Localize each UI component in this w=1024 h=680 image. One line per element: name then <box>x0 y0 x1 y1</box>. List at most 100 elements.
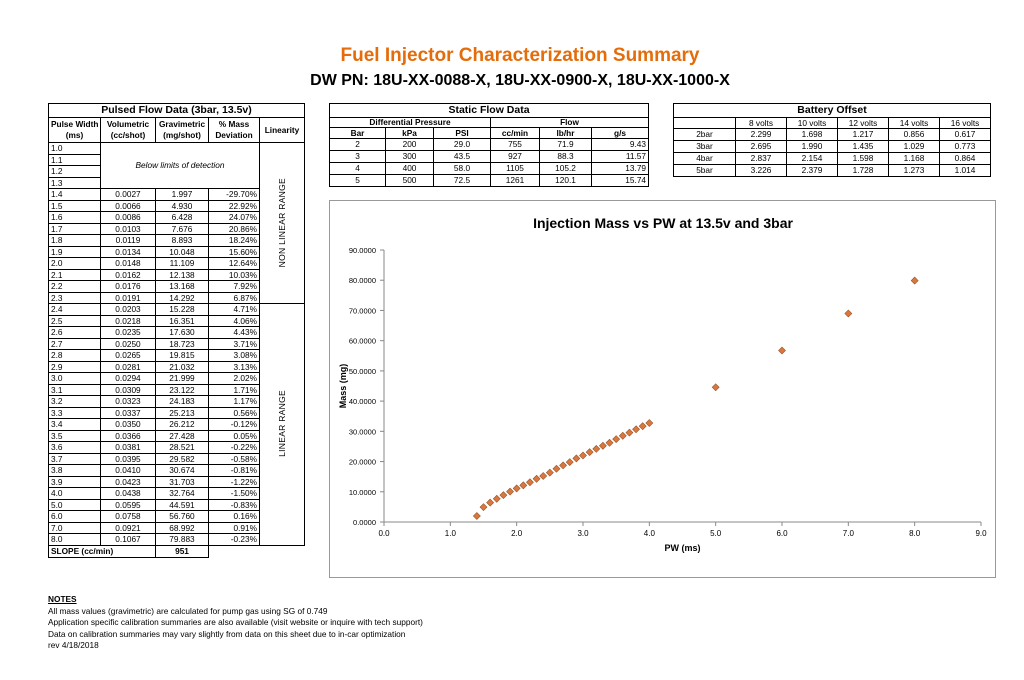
cell: 300 <box>385 150 434 163</box>
cell: 1.5 <box>48 199 101 212</box>
cell: 2.837 <box>735 152 787 165</box>
cell: -0.12% <box>208 418 260 431</box>
cell: 0.0148 <box>100 257 156 270</box>
row: 3.8 0.0410 30.674 -0.81% <box>48 464 305 477</box>
note-line: Data on calibration summaries may vary s… <box>48 628 406 639</box>
cell: 68.992 <box>155 521 209 534</box>
notes-title: NOTES <box>48 594 77 604</box>
cell: 0.0162 <box>100 268 156 281</box>
x-tick-label: 0.0 <box>378 529 390 538</box>
cell: 1.0 <box>48 142 101 155</box>
cell: 20.86% <box>208 222 260 235</box>
row: 2.6 0.0235 17.630 4.43% <box>48 326 305 339</box>
x-tick-label: 1.0 <box>445 529 457 538</box>
row: 3.7 0.0395 29.582 -0.58% <box>48 452 305 465</box>
cell: 2.6 <box>48 326 101 339</box>
row: 2 200 29.0 755 71.9 9.43 <box>329 138 650 151</box>
row: Pulse Width (ms) Volumetric (cc/shot) Gravim… <box>48 117 306 143</box>
cell: 9.43 <box>590 138 650 151</box>
data-point <box>625 428 634 437</box>
cell: 1.4 <box>48 188 101 201</box>
row: 2.5 0.0218 16.351 4.06% <box>48 314 305 327</box>
cell: 2 <box>329 138 386 151</box>
cell: 1.7 <box>48 222 101 235</box>
cell: 2.0 <box>48 257 101 270</box>
cell: 1.17% <box>208 395 260 408</box>
data-point <box>585 448 594 457</box>
data-point <box>499 491 508 500</box>
row: 1.2 <box>48 165 305 178</box>
cell: 6.0 <box>48 510 101 523</box>
cell: 1.71% <box>208 383 260 396</box>
cell: 0.0066 <box>100 199 156 212</box>
cell: 6.87% <box>208 291 260 304</box>
cell: 0.0381 <box>100 441 156 454</box>
cell: 4bar <box>673 152 736 165</box>
y-tick-label: 80.0000 <box>349 276 376 285</box>
cell: 23.122 <box>155 383 209 396</box>
row: 5bar 3.226 2.379 1.728 1.273 1.014 <box>673 164 991 177</box>
row: 3.4 0.0350 26.212 -0.12% <box>48 418 305 431</box>
cell: 105.2 <box>539 162 592 175</box>
column-header: 12 volts <box>837 117 889 129</box>
cell: 927 <box>490 150 540 163</box>
chart-title: Injection Mass vs PW at 13.5v and 3bar <box>533 215 793 231</box>
cell: 3.0 <box>48 372 101 385</box>
row: Battery Offset <box>673 103 991 118</box>
row: Bar kPa PSI cc/min lb/hr g/s <box>329 127 650 139</box>
x-tick-label: 4.0 <box>644 529 656 538</box>
cell-note: Below limits of detection <box>100 142 260 189</box>
notes: NOTES All mass values (gravimetric) are c… <box>48 594 423 652</box>
row: 3.0 0.0294 21.999 2.02% <box>48 372 305 385</box>
cell: 5bar <box>673 164 736 177</box>
row: 1.8 0.0119 8.893 18.24% <box>48 234 305 247</box>
cell: 0.0176 <box>100 280 156 293</box>
cell: 19.815 <box>155 349 209 362</box>
data-point <box>559 461 567 470</box>
cell: 1.168 <box>888 152 940 165</box>
cell: 10.048 <box>155 245 209 258</box>
cell: 0.0218 <box>100 314 156 327</box>
cell: 0.617 <box>939 128 991 141</box>
column-header: lb/hr <box>539 127 592 139</box>
cell: 24.07% <box>208 211 260 224</box>
cell: 11.109 <box>155 257 209 270</box>
cell: 1.029 <box>888 140 940 153</box>
cell: 3.8 <box>48 464 101 477</box>
header-line: (ms) <box>65 130 84 140</box>
column-header: g/s <box>590 127 650 139</box>
y-tick-label: 0.0000 <box>353 518 376 527</box>
row: Static Flow Data <box>328 103 650 118</box>
row: Differential Pressure Flow <box>329 117 650 128</box>
cell: 22.92% <box>208 199 260 212</box>
x-tick-label: 6.0 <box>776 529 788 538</box>
data-point <box>479 503 488 511</box>
cell: 0.0250 <box>100 337 156 350</box>
note-line: rev 4/18/2018 <box>48 640 99 651</box>
page-title: Fuel Injector Characterization Summary <box>340 45 700 66</box>
cell: 0.0921 <box>100 521 156 534</box>
table: Pulsed Flow Data (3bar, 13.5v) Pulse Widt… <box>47 103 306 558</box>
cell: 0.0191 <box>100 291 156 304</box>
cell: 7.92% <box>208 280 260 293</box>
cell: 0.0119 <box>100 234 156 247</box>
data-point <box>519 481 528 490</box>
column-header: kPa <box>385 127 434 139</box>
cell: 4.71% <box>208 303 260 316</box>
cell: 2.02% <box>208 372 260 385</box>
cell: 0.1067 <box>100 533 156 546</box>
header-line: Pulse Width <box>51 119 99 129</box>
cell: 31.703 <box>155 475 209 488</box>
row: 3 300 43.5 927 88.3 11.57 <box>329 150 650 163</box>
cell: 6.428 <box>155 211 209 224</box>
column-header: Pulse Width (ms) <box>48 117 101 143</box>
cell: 1.598 <box>837 152 889 165</box>
table: Static Flow Data Differential Pressure Flo… <box>328 103 650 187</box>
note-line: Application specific calibration summari… <box>48 617 423 628</box>
group-header: Differential Pressure <box>329 117 491 128</box>
cell: 1.2 <box>48 165 101 178</box>
cell: 26.212 <box>155 418 209 431</box>
column-header: Volumetric (cc/shot) <box>100 117 156 143</box>
range-label: LINEAR RANGE <box>276 390 287 458</box>
